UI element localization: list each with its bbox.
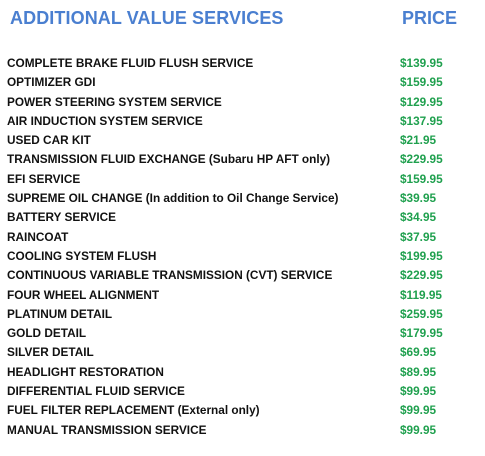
service-name: FUEL FILTER REPLACEMENT (External only) bbox=[7, 403, 260, 418]
service-price: $179.95 bbox=[400, 326, 443, 341]
service-name: PLATINUM DETAIL bbox=[7, 306, 113, 321]
service-name: AIR INDUCTION SYSTEM SERVICE bbox=[7, 113, 203, 128]
service-price: $99.95 bbox=[400, 403, 437, 418]
service-name: GOLD DETAIL bbox=[7, 326, 87, 341]
service-price: $159.95 bbox=[400, 171, 443, 186]
service-name: COMPLETE BRAKE FLUID FLUSH SERVICE bbox=[7, 56, 254, 70]
service-name: SUPREME OIL CHANGE (In addition to Oil C… bbox=[7, 191, 339, 206]
page-title: ADDITIONAL VALUE SERVICES bbox=[10, 8, 284, 28]
list-item: MANUAL TRANSMISSION SERVICE $99.95 bbox=[7, 421, 477, 440]
list-item: COOLING SYSTEM FLUSH $199.95 bbox=[7, 247, 477, 266]
service-name: EFI SERVICE bbox=[7, 171, 81, 186]
service-name: RAINCOAT bbox=[7, 229, 69, 244]
service-price: $99.95 bbox=[400, 384, 437, 399]
list-item: BATTERY SERVICE $34.95 bbox=[7, 208, 477, 227]
service-price: $129.95 bbox=[400, 94, 443, 109]
service-list: COMPLETE BRAKE FLUID FLUSH SERVICE $139.9… bbox=[7, 54, 477, 440]
list-item: TRANSMISSION FLUID EXCHANGE (Subaru HP A… bbox=[7, 150, 477, 169]
service-name: TRANSMISSION FLUID EXCHANGE (Subaru HP A… bbox=[7, 152, 331, 167]
list-item: EFI SERVICE $159.95 bbox=[7, 170, 477, 189]
service-name: USED CAR KIT bbox=[7, 133, 91, 148]
service-price: $99.95 bbox=[400, 422, 437, 437]
list-item: POWER STEERING SYSTEM SERVICE $129.95 bbox=[7, 93, 477, 112]
list-item: COMPLETE BRAKE FLUID FLUSH SERVICE $139.9… bbox=[7, 54, 477, 73]
service-name: MANUAL TRANSMISSION SERVICE bbox=[7, 422, 207, 437]
service-name: SILVER DETAIL bbox=[7, 345, 94, 360]
service-name: OPTIMIZER GDI bbox=[7, 75, 96, 90]
service-price: $199.95 bbox=[400, 248, 443, 263]
service-price: $69.95 bbox=[400, 345, 437, 360]
service-name: FOUR WHEEL ALIGNMENT bbox=[7, 287, 160, 302]
service-price: $229.95 bbox=[400, 152, 443, 167]
service-price: $119.95 bbox=[400, 287, 442, 302]
service-price: $139.95 bbox=[400, 56, 443, 70]
list-item: USED CAR KIT $21.95 bbox=[7, 131, 477, 150]
service-price: $89.95 bbox=[400, 364, 437, 379]
service-name: CONTINUOUS VARIABLE TRANSMISSION (CVT) S… bbox=[7, 268, 333, 283]
list-item: AIR INDUCTION SYSTEM SERVICE $137.95 bbox=[7, 112, 477, 131]
service-price: $159.95 bbox=[400, 75, 443, 90]
service-price: $229.95 bbox=[400, 268, 443, 283]
list-item: PLATINUM DETAIL $259.95 bbox=[7, 305, 477, 324]
service-price: $37.95 bbox=[400, 229, 437, 244]
list-item: OPTIMIZER GDI $159.95 bbox=[7, 73, 477, 92]
list-item: FOUR WHEEL ALIGNMENT $119.95 bbox=[7, 286, 477, 305]
list-item: RAINCOAT $37.95 bbox=[7, 228, 477, 247]
service-price: $137.95 bbox=[400, 113, 443, 128]
header: ADDITIONAL VALUE SERVICES PRICE bbox=[10, 8, 475, 32]
service-price: $39.95 bbox=[400, 191, 437, 206]
list-item: FUEL FILTER REPLACEMENT (External only) $… bbox=[7, 401, 477, 420]
service-price: $34.95 bbox=[400, 210, 437, 225]
service-name: POWER STEERING SYSTEM SERVICE bbox=[7, 94, 222, 109]
price-column-header: PRICE bbox=[402, 8, 458, 28]
list-item: GOLD DETAIL $179.95 bbox=[7, 324, 477, 343]
service-name: COOLING SYSTEM FLUSH bbox=[7, 248, 157, 263]
service-name: HEADLIGHT RESTORATION bbox=[7, 364, 164, 379]
list-item: DIFFERENTIAL FLUID SERVICE $99.95 bbox=[7, 382, 477, 401]
service-name: BATTERY SERVICE bbox=[7, 210, 117, 225]
service-name: DIFFERENTIAL FLUID SERVICE bbox=[7, 384, 185, 399]
service-price: $259.95 bbox=[400, 306, 443, 321]
list-item: SILVER DETAIL $69.95 bbox=[7, 343, 477, 362]
service-price: $21.95 bbox=[400, 133, 437, 148]
list-item: SUPREME OIL CHANGE (In addition to Oil C… bbox=[7, 189, 477, 208]
list-item: CONTINUOUS VARIABLE TRANSMISSION (CVT) S… bbox=[7, 266, 477, 285]
list-item: HEADLIGHT RESTORATION $89.95 bbox=[7, 363, 477, 382]
